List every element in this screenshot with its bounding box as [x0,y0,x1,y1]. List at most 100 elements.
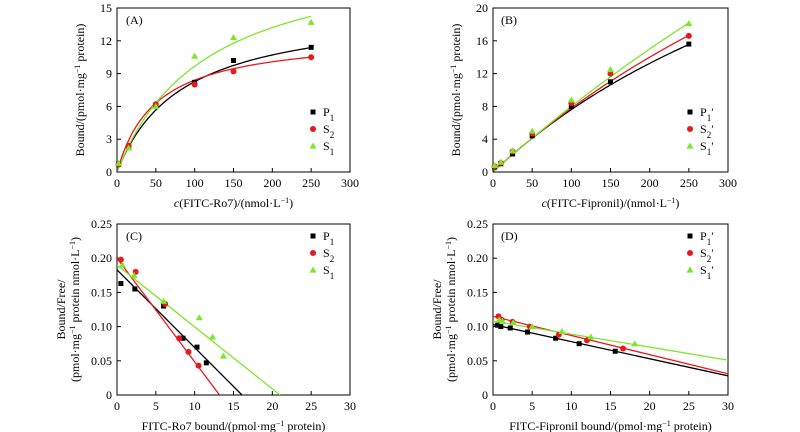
data-point-p [553,335,559,341]
panel-tag: (B) [501,13,517,27]
x-tick-label: 0 [114,399,120,413]
x-tick-label: 200 [641,176,659,190]
data-point-s1 [587,333,595,340]
x-tick-label: 5 [153,399,159,413]
y-tick-label: 16 [476,34,488,48]
legend-marker-s1 [686,142,694,149]
fit-line-s1 [117,15,312,171]
x-tick-label: 0 [114,176,120,190]
data-point-s1 [685,20,693,27]
y-tick-label: 8 [482,99,488,113]
x-tick-label: 10 [565,399,577,413]
data-point-s2 [195,362,202,369]
x-tick-label: 100 [562,176,580,190]
y-axis-label-line2: (pmol·mg−1 protein nmol·L−1) [444,237,459,382]
data-point-p [203,360,209,366]
y-tick-label: 4 [482,132,488,146]
data-point-s1 [230,34,237,41]
x-tick-label: 300 [719,176,737,190]
data-point-p [524,329,530,335]
fit-line-p [493,323,728,377]
legend-marker-p [310,109,316,115]
data-point-p [194,344,200,350]
y-axis-label: Bound/(pmol·mg−1 protein) [73,24,88,157]
y-tick-label: 0.20 [467,251,488,265]
chart-panel-c: 0 5 10 15 20 25 30 0 0.05 0.10 0.15 0.20 0.25 (C) FITC… [54,217,356,432]
data-point-p [568,103,574,109]
legend-label-s2: S2′ [700,246,714,264]
data-point-s1 [567,96,575,103]
y-tick-label: 0.05 [91,354,112,368]
legend-label-p: P1 [323,105,334,123]
legend-marker-s1 [309,266,317,273]
y-tick-label: 0.10 [467,320,488,334]
x-tick-label: 30 [722,399,734,413]
legend-label-p: P1′ [700,229,714,247]
y-axis-label-line2: (pmol·mg−1 protein nmol·L−1) [68,237,83,382]
data-point-s1 [497,158,505,165]
data-point-s1 [130,271,138,278]
y-tick-label: 12 [476,67,488,81]
data-point-s1 [195,314,203,321]
x-tick-label: 150 [602,176,620,190]
chart-panel-b: 0 50 100 150 200 250 300 0 4 8 12 16 20 (B) c(FITC-Fip… [449,1,738,210]
legend-label-p: P1′ [700,105,714,123]
x-tick-label: 50 [526,176,538,190]
y-tick-label: 15 [100,1,112,15]
x-tick-label: 50 [150,176,162,190]
x-tick-label: 250 [680,176,698,190]
x-axis-label: c(FITC-Ro7)/(nmol·L−1) [174,196,293,211]
x-tick-label: 300 [341,176,359,190]
data-point-s1 [152,102,160,109]
data-point-p [576,341,582,347]
y-tick-label: 0 [482,165,488,179]
fit-line-s2 [117,257,221,395]
data-point-p [180,335,186,341]
data-point-s1 [160,297,168,304]
data-point-s1 [498,317,506,324]
fit-line-s1 [117,264,281,395]
legend-marker-s2 [687,250,693,256]
x-tick-label: 20 [266,399,278,413]
data-point-p [308,44,314,50]
fit-line-s2 [493,34,690,172]
data-point-s1 [528,127,536,134]
x-tick-label: 5 [529,399,535,413]
data-point-s1 [558,327,566,334]
y-tick-label: 9 [106,67,112,81]
fit-line-p [117,269,243,395]
x-tick-label: 15 [228,399,240,413]
data-point-s1 [191,52,199,59]
legend-label-s2: S2′ [700,122,714,140]
panel-tag: (A) [126,13,143,27]
legend-marker-s2 [310,126,316,132]
y-tick-label: 6 [106,99,112,113]
fit-line-p [117,46,312,171]
y-tick-label: 3 [106,132,112,146]
chart-panel-a: 0 50 100 150 200 250 300 0 3 6 9 12 15 (A) c(FITC-Ro7)… [73,1,360,210]
data-point-s1 [528,323,536,330]
legend-label-s1: S1 [323,139,334,157]
legend-marker-s2 [687,126,693,132]
legend-label-s1: S1 [323,263,334,281]
x-tick-label: 100 [186,176,204,190]
legend-marker-s1 [309,142,317,149]
x-tick-label: 25 [683,399,695,413]
data-point-s1 [209,333,217,340]
legend-label-s1: S1′ [700,263,714,281]
data-point-s2 [308,54,315,61]
data-point-p [231,57,236,63]
x-axis-label: FITC-Fipronil bound/(pmol·mg−1 protein) [509,419,712,432]
x-tick-label: 0 [490,176,496,190]
data-point-p [686,41,692,47]
fit-line-p [493,43,690,172]
data-point-p [495,322,501,328]
panel-tag: (D) [501,229,518,243]
data-point-p [612,348,618,354]
y-tick-label: 0.05 [467,354,488,368]
y-tick-label: 0 [482,388,488,402]
data-point-s1 [509,147,517,154]
y-tick-label: 0.10 [91,320,112,334]
y-tick-label: 0.15 [467,285,488,299]
